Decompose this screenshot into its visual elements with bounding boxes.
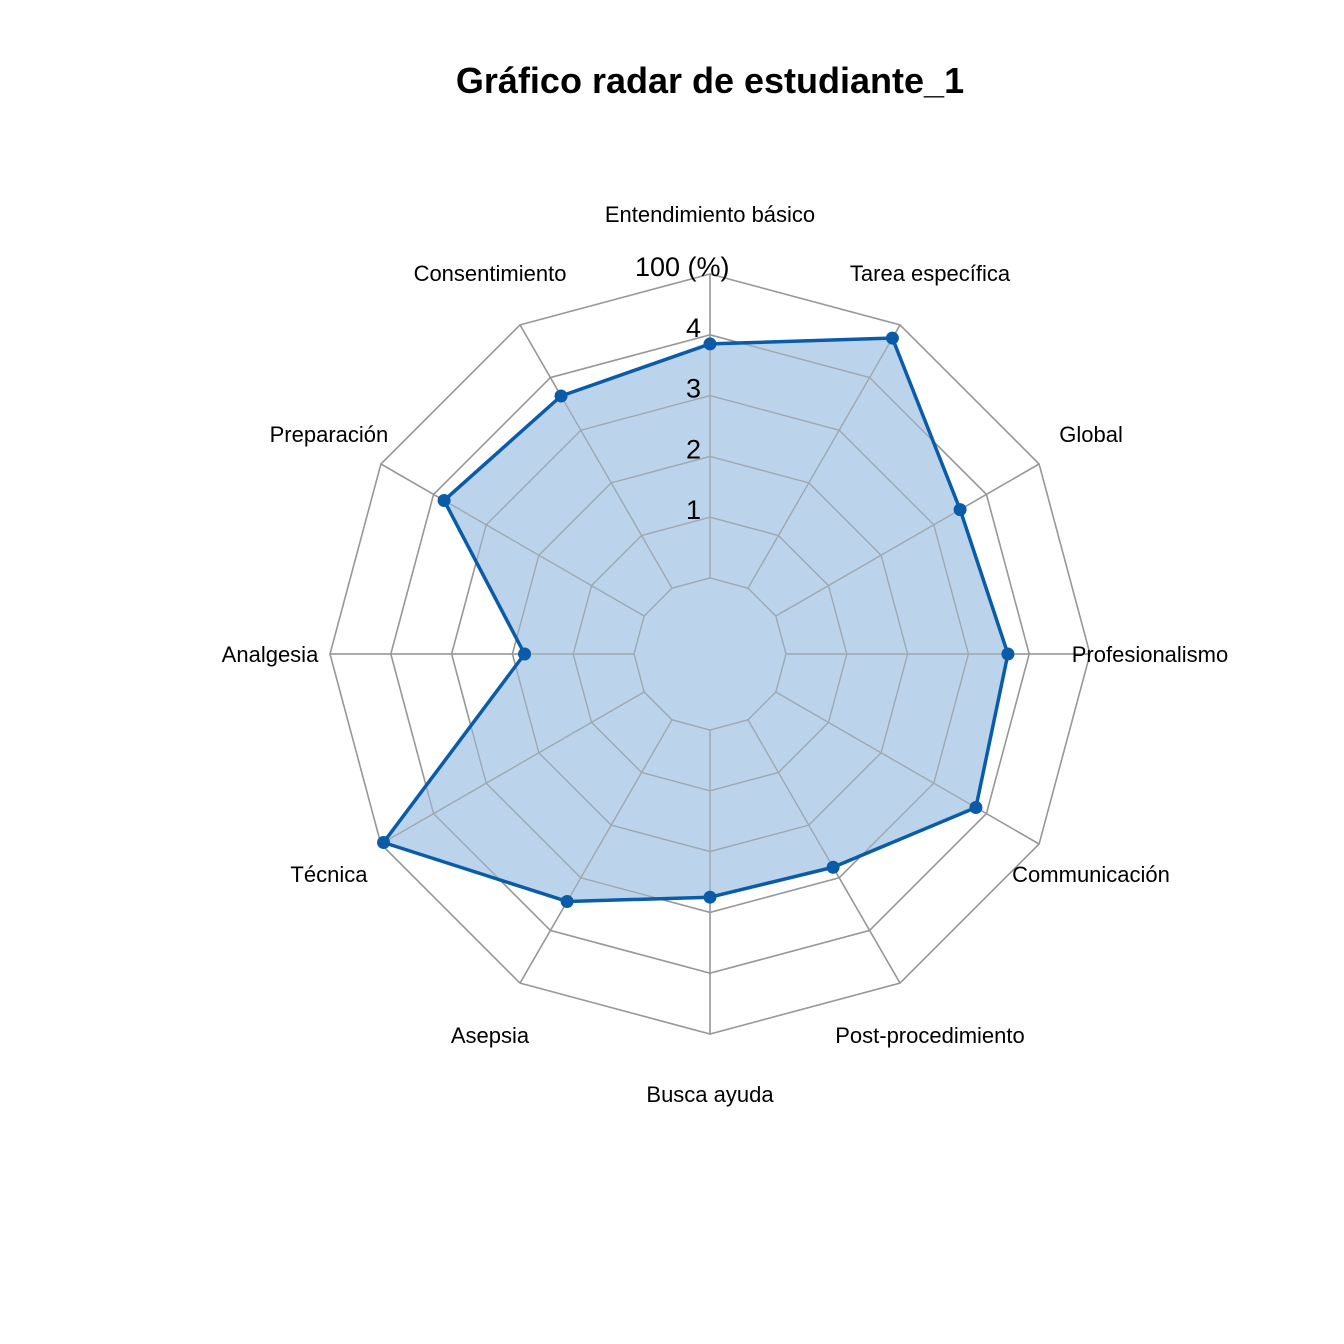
series-area	[383, 338, 1008, 902]
axis-label: Asepsia	[451, 1023, 530, 1048]
grid-spoke-overlay	[380, 463, 645, 617]
axis-label: Preparación	[270, 422, 389, 447]
data-point	[437, 493, 451, 507]
axis-label: Busca ayuda	[646, 1082, 774, 1107]
data-point	[554, 389, 568, 403]
grid-spoke-overlay	[519, 324, 673, 589]
radar-tick-labels: 1 2 3 4 100 (%)	[635, 252, 730, 525]
axis-label: Communicación	[1012, 862, 1170, 887]
grid-spoke-overlay	[747, 719, 901, 984]
data-point	[560, 894, 574, 908]
grid-spoke-overlay	[747, 324, 901, 589]
data-point	[953, 503, 967, 517]
grid-spoke-overlay	[380, 691, 645, 845]
axis-label: Entendimiento básico	[605, 202, 815, 227]
tick-label: 2	[686, 434, 701, 464]
grid-spoke-overlay	[775, 691, 1040, 845]
tick-label: 100 (%)	[635, 252, 730, 282]
tick-label: 4	[686, 313, 701, 343]
data-point	[885, 331, 899, 345]
data-point	[969, 801, 983, 815]
data-point	[1001, 647, 1015, 661]
tick-label: 1	[686, 495, 701, 525]
axis-label: Técnica	[290, 862, 368, 887]
axis-label: Analgesia	[222, 642, 319, 667]
tick-label: 3	[686, 374, 701, 404]
chart-title: Gráfico radar de estudiante_1	[456, 60, 964, 101]
data-point	[703, 890, 717, 904]
data-point	[377, 835, 391, 849]
radar-axis-labels: Entendimiento básico Tarea específica Glob…	[222, 202, 1229, 1107]
data-point	[703, 337, 717, 351]
axis-label: Profesionalismo	[1072, 642, 1229, 667]
radar-series	[329, 273, 1091, 1035]
radar-grid-overlay	[329, 273, 1091, 1035]
axis-label: Tarea específica	[850, 261, 1011, 286]
data-point	[826, 860, 840, 874]
grid-spoke-overlay	[775, 463, 1040, 617]
axis-label: Post-procedimiento	[835, 1023, 1025, 1048]
axis-label: Global	[1059, 422, 1123, 447]
data-point	[518, 647, 532, 661]
grid-spoke-overlay	[519, 719, 673, 984]
axis-label: Consentimiento	[414, 261, 567, 286]
